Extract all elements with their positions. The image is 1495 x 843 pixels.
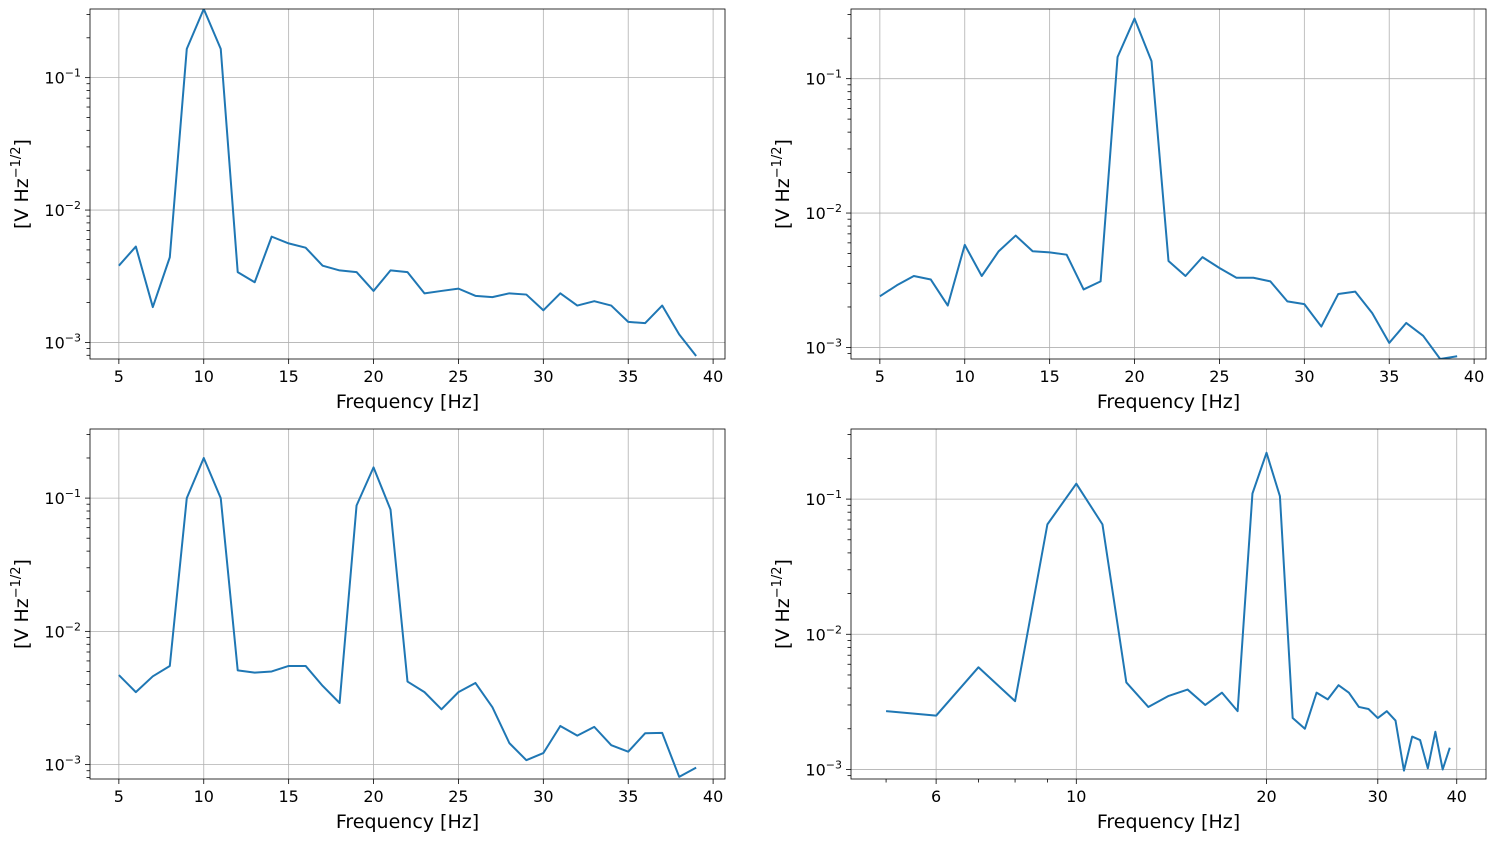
x-tick-label: 15 (278, 787, 298, 806)
x-tick-label: 30 (1368, 787, 1388, 806)
y-axis-label-exponent: −1/2 (770, 146, 785, 178)
y-tick-label: 10−1 (44, 67, 81, 88)
x-tick-label: 10 (194, 787, 214, 806)
y-tick-base: 10 (44, 201, 64, 220)
y-tick-exponent: −3 (65, 754, 81, 767)
x-tick-label: 40 (703, 367, 723, 386)
x-tick-label: 30 (1294, 367, 1314, 386)
x-tick-label: 6 (931, 787, 941, 806)
x-tick-label: 5 (875, 367, 885, 386)
y-tick-label: 10−3 (44, 331, 81, 352)
y-axis-label-base: [V Hz (11, 598, 33, 649)
x-tick-label: 10 (1066, 787, 1086, 806)
y-axis-label: [V Hz−1/2] (9, 139, 33, 229)
x-tick-label: 20 (1124, 367, 1144, 386)
axes-frame (89, 428, 726, 780)
x-tick-label: 35 (618, 787, 638, 806)
x-tick-label: 40 (1447, 787, 1467, 806)
series-line (879, 17, 1458, 359)
x-axis-label: Frequency [Hz] (1097, 811, 1240, 833)
y-axis-label: [V Hz−1/2] (770, 139, 794, 229)
y-tick-base: 10 (805, 70, 825, 89)
y-axis-label: [V Hz−1/2] (770, 559, 794, 649)
y-tick-base: 10 (44, 622, 64, 641)
x-tick-label: 15 (1039, 367, 1059, 386)
y-tick-exponent: −1 (826, 68, 842, 81)
y-axis-label-close: ] (11, 139, 33, 146)
x-tick-label: 20 (1256, 787, 1276, 806)
y-tick-label: 10−3 (805, 758, 842, 779)
series-line (885, 451, 1451, 772)
y-tick-exponent: −1 (65, 487, 81, 500)
x-axis-label: Frequency [Hz] (336, 391, 479, 413)
y-tick-base: 10 (805, 490, 825, 509)
y-tick-base: 10 (805, 760, 825, 779)
y-tick-base: 10 (805, 625, 825, 644)
y-tick-base: 10 (44, 333, 64, 352)
y-tick-exponent: −2 (826, 623, 842, 636)
x-tick-label: 20 (363, 367, 383, 386)
axes-frame (850, 428, 1487, 780)
x-tick-label: 25 (448, 787, 468, 806)
y-axis-label-exponent: −1/2 (9, 566, 24, 598)
y-tick-label: 10−3 (44, 754, 81, 775)
y-tick-exponent: −3 (826, 336, 842, 349)
y-tick-exponent: −3 (826, 758, 842, 771)
y-tick-exponent: −1 (826, 488, 842, 501)
x-tick-label: 35 (618, 367, 638, 386)
y-tick-exponent: −2 (65, 199, 81, 212)
y-tick-label: 10−3 (805, 336, 842, 357)
y-tick-exponent: −3 (65, 331, 81, 344)
y-tick-label: 10−1 (44, 487, 81, 508)
x-tick-label: 25 (1209, 367, 1229, 386)
x-tick-label: 30 (533, 787, 553, 806)
x-tick-label: 20 (363, 787, 383, 806)
y-axis-label-base: [V Hz (772, 178, 794, 229)
x-tick-label: 25 (448, 367, 468, 386)
x-tick-label: 5 (114, 367, 124, 386)
y-axis-label-exponent: −1/2 (9, 146, 24, 178)
x-tick-label: 40 (703, 787, 723, 806)
y-tick-exponent: −2 (65, 620, 81, 633)
y-tick-base: 10 (44, 756, 64, 775)
y-tick-base: 10 (805, 204, 825, 223)
series-line (118, 9, 697, 357)
axes-frame (850, 8, 1487, 360)
y-tick-label: 10−2 (805, 202, 842, 223)
x-tick-label: 10 (194, 367, 214, 386)
x-tick-label: 15 (278, 367, 298, 386)
y-axis-label-close: ] (772, 139, 794, 146)
x-tick-label: 5 (114, 787, 124, 806)
x-tick-label: 40 (1464, 367, 1484, 386)
x-axis-label: Frequency [Hz] (336, 811, 479, 833)
y-tick-label: 10−2 (805, 623, 842, 644)
y-axis-label-base: [V Hz (11, 178, 33, 229)
x-tick-label: 35 (1379, 367, 1399, 386)
y-tick-exponent: −2 (826, 202, 842, 215)
y-tick-label: 10−2 (44, 199, 81, 220)
x-tick-label: 10 (955, 367, 975, 386)
y-tick-label: 10−2 (44, 620, 81, 641)
series-line (118, 456, 697, 778)
x-axis-label: Frequency [Hz] (1097, 391, 1240, 413)
y-axis-label-close: ] (11, 559, 33, 566)
y-tick-label: 10−1 (805, 68, 842, 89)
y-axis-label-base: [V Hz (772, 598, 794, 649)
x-tick-label: 30 (533, 367, 553, 386)
y-tick-base: 10 (805, 338, 825, 357)
y-tick-label: 10−1 (805, 488, 842, 509)
axes-frame (89, 8, 726, 360)
y-tick-base: 10 (44, 69, 64, 88)
y-axis-label: [V Hz−1/2] (9, 559, 33, 649)
y-axis-label-close: ] (772, 559, 794, 566)
y-axis-label-exponent: −1/2 (770, 566, 785, 598)
y-tick-base: 10 (44, 489, 64, 508)
y-tick-exponent: −1 (65, 67, 81, 80)
